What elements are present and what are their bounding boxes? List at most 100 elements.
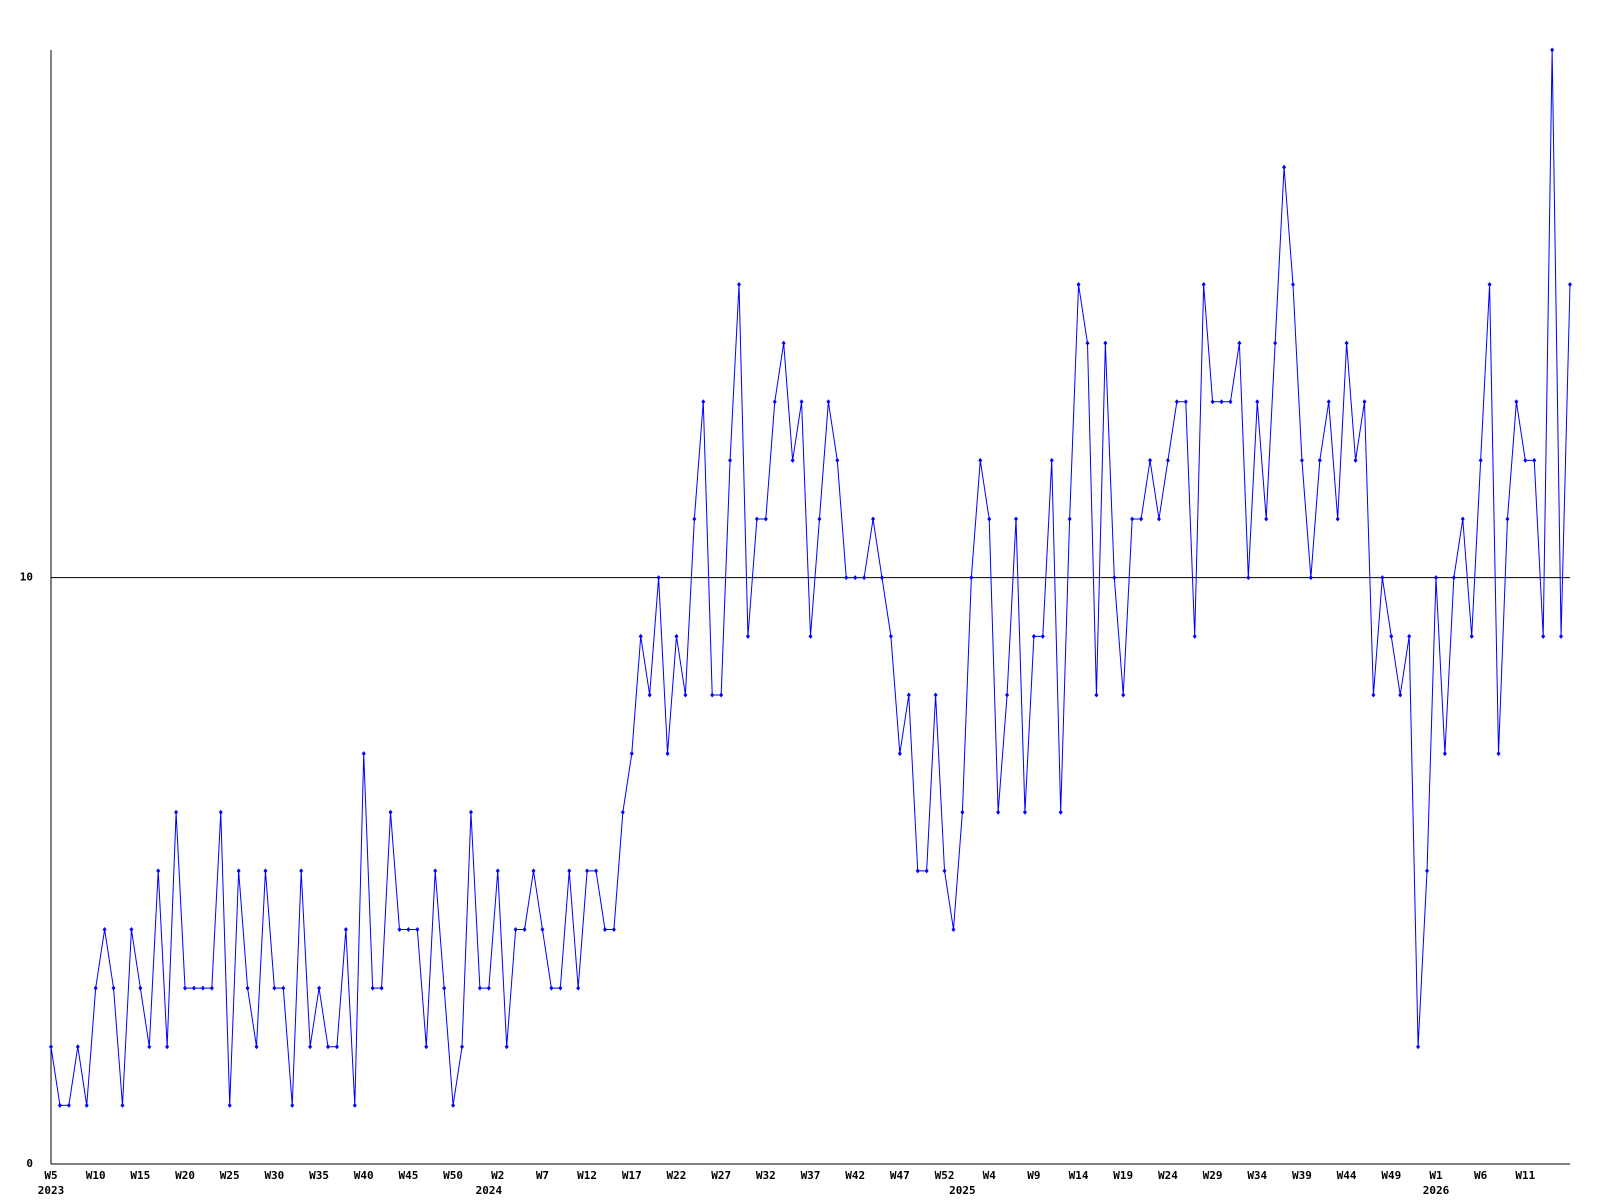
x-year-label: 2025 [949,1184,976,1197]
point-marker [468,809,473,815]
x-tick-label: W49 [1381,1169,1401,1182]
point-marker [388,809,393,815]
x-tick-label: W1 [1429,1169,1443,1182]
point-marker [1353,457,1358,463]
point-marker [1139,516,1144,522]
point-marker [745,633,750,639]
x-tick-label: W52 [935,1169,955,1182]
point-marker [1291,282,1296,288]
x-tick-label: W39 [1292,1169,1312,1182]
point-marker [1148,457,1153,463]
x-tick-label: W19 [1113,1169,1133,1182]
point-marker [1416,1044,1421,1050]
x-tick-label: W11 [1515,1169,1535,1182]
point-marker [692,516,697,522]
point-marker [1371,692,1376,698]
point-marker [1156,516,1161,522]
point-marker [1058,809,1063,815]
x-tick-label: W24 [1158,1169,1178,1182]
point-marker [1317,457,1322,463]
point-marker [120,1102,125,1108]
point-marker [1299,457,1304,463]
point-marker [915,868,920,874]
point-marker [406,926,411,932]
x-tick-label: W47 [890,1169,910,1182]
point-marker [352,1102,357,1108]
point-marker [1568,282,1572,288]
point-marker [129,926,134,932]
point-marker [906,692,911,698]
point-marker [1112,575,1117,581]
point-marker [1246,575,1251,581]
point-marker [888,633,893,639]
point-marker [1219,399,1224,405]
point-marker [611,926,616,932]
point-marker [1031,633,1036,639]
point-marker [1183,399,1188,405]
point-marker [844,575,849,581]
point-marker [370,985,375,991]
x-tick-label: W27 [711,1169,731,1182]
point-marker [218,809,223,815]
point-marker [629,751,634,757]
point-marker [183,985,188,991]
point-marker [683,692,688,698]
point-marker [451,1102,456,1108]
point-marker [75,1044,80,1050]
x-year-label: 2024 [476,1184,503,1197]
point-marker [165,1044,170,1050]
point-marker [781,340,786,346]
point-marker [540,926,545,932]
point-marker [1201,282,1206,288]
point-marker [1273,340,1278,346]
point-marker [200,985,205,991]
point-marker [1496,751,1501,757]
x-tick-label: W5 [44,1169,57,1182]
point-marker [1344,340,1349,346]
point-marker [1094,692,1099,698]
point-marker [960,809,965,815]
point-marker [1451,575,1456,581]
point-marker [1514,399,1519,405]
point-marker [1326,399,1331,405]
point-marker [656,575,661,581]
point-marker [513,926,518,932]
point-marker [379,985,384,991]
point-marker [665,751,670,757]
point-marker [647,692,652,698]
point-marker [433,868,438,874]
x-tick-label: W50 [443,1169,463,1182]
point-marker [290,1102,295,1108]
point-marker [933,692,938,698]
point-marker [862,575,867,581]
point-marker [567,868,572,874]
point-marker [879,575,884,581]
x-tick-label: W2 [491,1169,504,1182]
point-marker [415,926,420,932]
point-marker [763,516,768,522]
point-marker [1460,516,1465,522]
point-marker [853,575,858,581]
point-marker [343,926,348,932]
point-marker [987,516,992,522]
point-marker [1550,47,1555,53]
point-marker [737,282,742,288]
point-marker [871,516,876,522]
point-marker [1487,282,1492,288]
point-marker [594,868,599,874]
x-tick-label: W25 [220,1169,240,1182]
x-year-label: 2023 [38,1184,65,1197]
x-tick-label: W22 [667,1169,687,1182]
point-marker [1014,516,1019,522]
point-marker [49,1044,53,1050]
x-tick-label: W20 [175,1169,195,1182]
point-marker [1130,516,1135,522]
x-tick-label: W44 [1337,1169,1357,1182]
point-marker [111,985,116,991]
point-marker [754,516,759,522]
x-tick-label: W32 [756,1169,776,1182]
point-marker [272,985,277,991]
point-marker [1067,516,1072,522]
point-marker [334,1044,339,1050]
point-marker [174,809,179,815]
